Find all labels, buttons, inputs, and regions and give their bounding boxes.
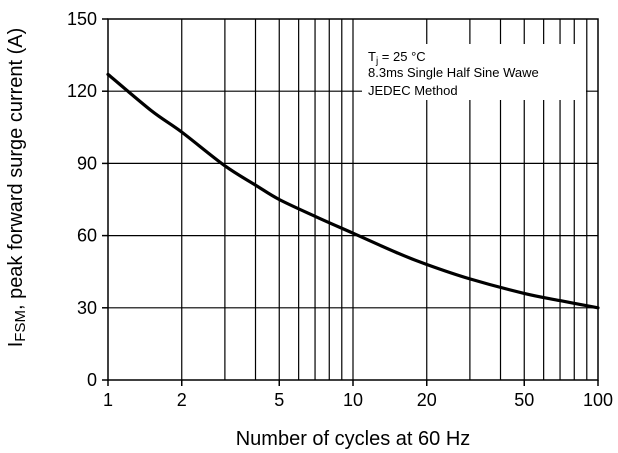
y-tick-label: 30 xyxy=(77,298,97,318)
y-tick-label: 120 xyxy=(67,81,97,101)
y-tick-label: 0 xyxy=(87,370,97,390)
surge-current-curve xyxy=(106,72,600,310)
y-tick-label: 60 xyxy=(77,226,97,246)
x-axis-label: Number of cycles at 60 Hz xyxy=(236,428,471,450)
y-axis-label: IFSM, peak forward surge current (A) xyxy=(5,28,29,348)
annotation-temperature: Tj = 25 °C xyxy=(368,49,426,67)
annotation-method: JEDEC Method xyxy=(368,83,458,98)
x-tick-label: 2 xyxy=(177,390,187,410)
x-tick-label: 5 xyxy=(274,390,284,410)
y-tick-label: 90 xyxy=(77,153,97,173)
annotation-waveform: 8.3ms Single Half Sine Wawe xyxy=(368,65,539,80)
x-tick-label: 1 xyxy=(103,390,113,410)
y-tick-label: 150 xyxy=(67,9,97,29)
x-tick-label: 20 xyxy=(417,390,437,410)
x-tick-label: 100 xyxy=(583,390,613,410)
annotation-background xyxy=(362,44,586,100)
x-tick-label: 50 xyxy=(514,390,534,410)
x-tick-label: 10 xyxy=(343,390,363,410)
